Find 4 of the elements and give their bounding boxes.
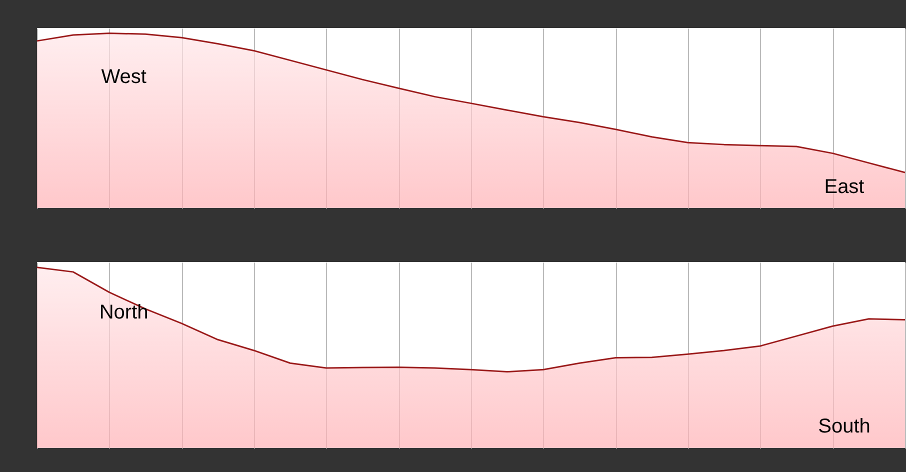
annotation: North [99, 302, 148, 324]
annotation: East [824, 176, 865, 198]
annotation: South [818, 415, 870, 438]
annotation: West [101, 66, 147, 88]
